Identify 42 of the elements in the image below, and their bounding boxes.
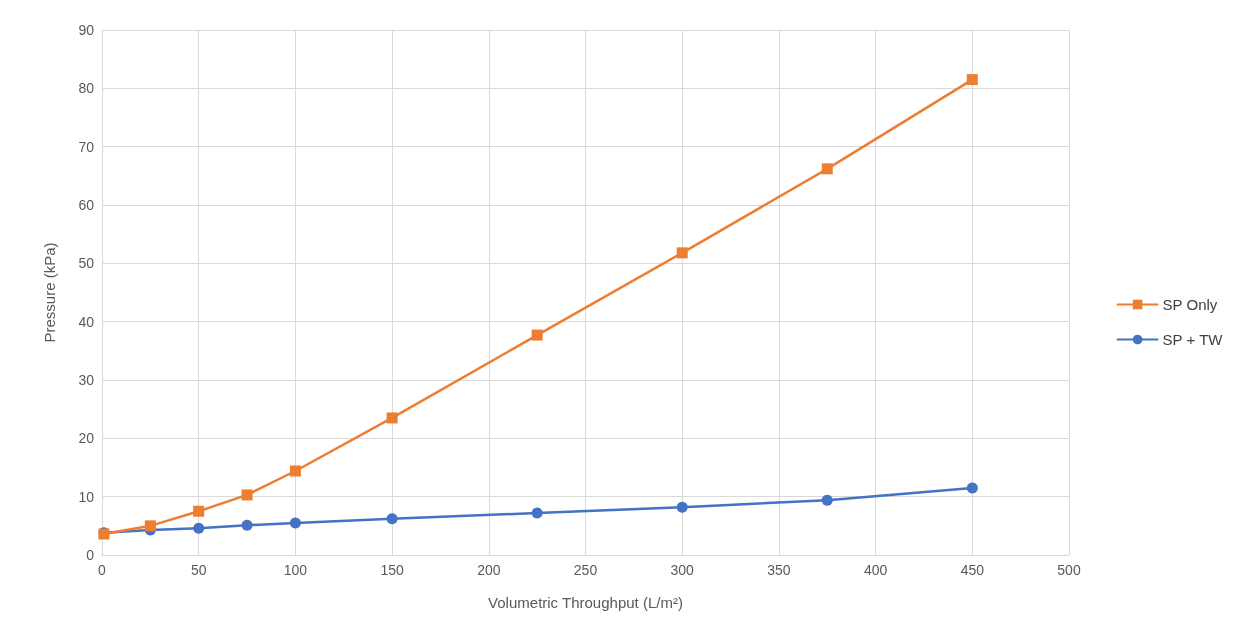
point [241,489,253,501]
point [193,505,205,517]
y-tick-label: 50 [78,255,95,272]
y-tick-label: 10 [78,488,95,505]
point [821,494,833,506]
x-tick-label: 50 [190,562,207,578]
x-tick-label: 500 [1057,562,1081,578]
point [289,465,301,477]
point [386,412,398,424]
x-tick-label: 400 [863,562,888,578]
y-tick-label: 40 [78,313,95,330]
point [966,74,978,86]
x-tick-label: 0 [98,562,107,578]
x-tick-label: 250 [573,562,598,578]
y-tick-label: 90 [78,22,95,38]
x-tick-label: 450 [960,562,985,578]
point [289,517,301,529]
x-axis-title: Volumetric Throughput (L/m²) [488,594,683,611]
y-tick-label: 20 [78,430,95,447]
point [531,329,543,341]
legend-label: SP Only [1162,296,1218,313]
y-tick-label: 80 [78,80,95,97]
legend-label: SP + TW [1162,331,1224,348]
point [144,520,156,532]
x-tick-label: 350 [767,562,791,578]
point [676,247,688,259]
y-axis-title: Pressure (kPa) [41,242,58,343]
x-tick-label: 100 [283,562,308,578]
point [386,513,398,525]
y-tick-label: 30 [78,372,95,388]
point [966,482,978,494]
y-tick-label: 70 [78,138,95,155]
point [531,507,543,519]
x-tick-label: 200 [477,562,501,578]
x-tick-label: 150 [380,562,404,578]
y-tick-label: 60 [78,197,95,213]
point [193,522,205,534]
y-tick-label: 0 [86,547,95,563]
x-tick-label: 300 [670,562,695,578]
point [676,501,688,513]
point [241,519,253,531]
point [821,163,833,175]
